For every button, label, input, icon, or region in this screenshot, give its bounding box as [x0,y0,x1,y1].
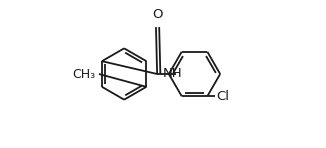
Text: CH₃: CH₃ [72,67,95,81]
Text: O: O [152,8,163,21]
Text: Cl: Cl [216,90,229,103]
Text: NH: NH [163,67,182,80]
